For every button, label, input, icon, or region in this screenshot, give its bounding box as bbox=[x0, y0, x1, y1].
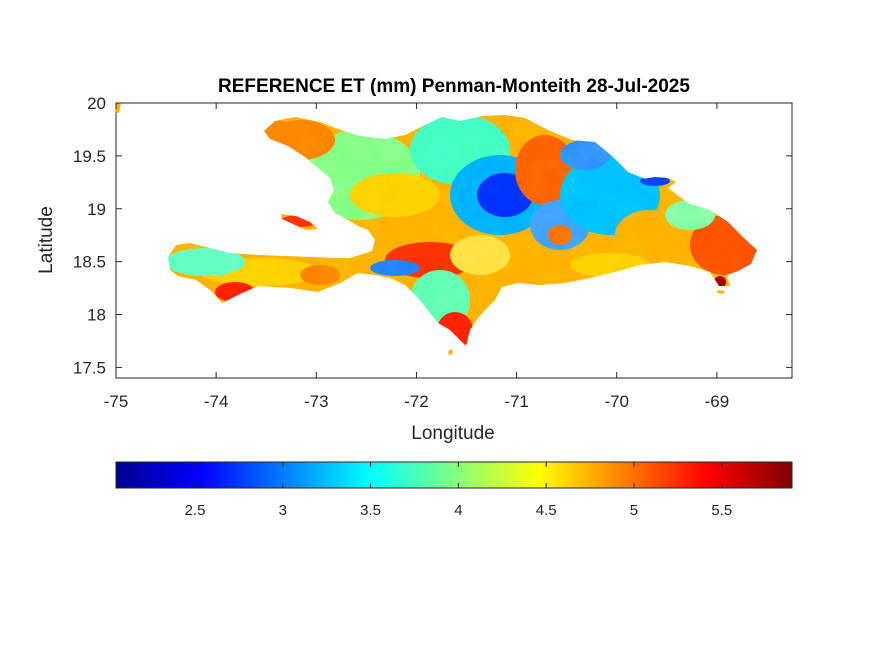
colorbar-tick-label: 4 bbox=[454, 502, 462, 519]
y-axis: 20 19.5 19 18.5 18 17.5 bbox=[73, 94, 792, 377]
colorbar-tick-label: 2.5 bbox=[185, 502, 206, 519]
x-axis: -75 -74 -73 -72 -71 -70 -69 bbox=[104, 103, 729, 411]
colorbar bbox=[115, 461, 793, 489]
x-tick-label: -72 bbox=[404, 392, 429, 411]
y-axis-label: Latitude bbox=[36, 206, 57, 274]
x-tick-label: -70 bbox=[604, 392, 629, 411]
colorbar-tick-label: 5.5 bbox=[711, 502, 732, 519]
x-tick-label: -75 bbox=[104, 392, 129, 411]
colorbar-tick-label: 4.5 bbox=[536, 502, 557, 519]
colorbar-tick-label: 3.5 bbox=[360, 502, 381, 519]
x-axis-label: Longitude bbox=[411, 423, 494, 444]
x-tick-label: -71 bbox=[504, 392, 529, 411]
y-tick-label: 17.5 bbox=[73, 358, 106, 377]
y-tick-label: 20 bbox=[87, 94, 106, 113]
x-tick-label: -74 bbox=[204, 392, 229, 411]
colorbar-tick-label: 5 bbox=[630, 502, 638, 519]
y-tick-label: 19 bbox=[87, 200, 106, 219]
x-tick-label: -73 bbox=[304, 392, 329, 411]
y-tick-label: 18.5 bbox=[73, 253, 106, 272]
colorbar-ticks: 2.5 3 3.5 4 4.5 5 5.5 bbox=[185, 462, 732, 519]
y-tick-label: 19.5 bbox=[73, 147, 106, 166]
colorbar-tick-label: 3 bbox=[279, 502, 287, 519]
y-tick-label: 18 bbox=[87, 306, 106, 325]
chart-title: REFERENCE ET (mm) Penman-Monteith 28-Jul… bbox=[218, 76, 690, 97]
x-tick-label: -69 bbox=[705, 392, 730, 411]
